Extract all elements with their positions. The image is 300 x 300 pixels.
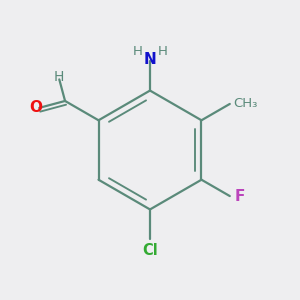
Text: H: H — [54, 70, 64, 84]
Text: Cl: Cl — [142, 243, 158, 258]
Text: H: H — [133, 45, 142, 58]
Text: O: O — [30, 100, 43, 116]
Text: N: N — [144, 52, 156, 67]
Text: CH₃: CH₃ — [233, 98, 258, 110]
Text: F: F — [234, 189, 244, 204]
Text: H: H — [158, 45, 167, 58]
